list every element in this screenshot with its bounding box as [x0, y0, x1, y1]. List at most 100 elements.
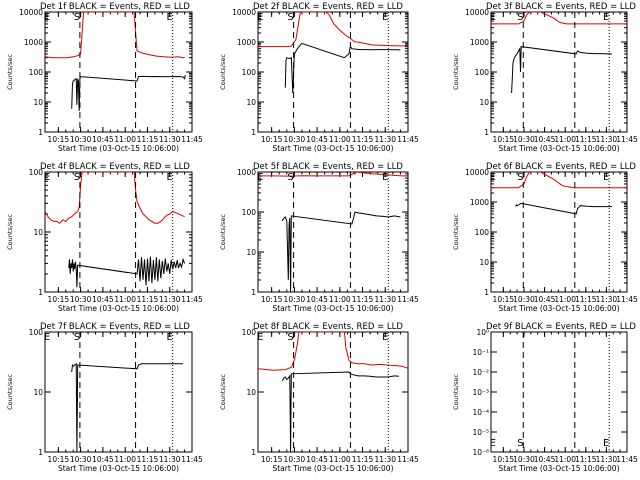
x-axis-label: Start Time (03-Oct-15 10:06:00) — [498, 464, 619, 473]
events-series-line — [281, 211, 401, 292]
x-tick-label: 10:45 — [306, 455, 328, 464]
x-tick-label: 10:45 — [534, 295, 556, 304]
chart-panel-6: Det 6f BLACK = Events, RED = LLD 1 10 100 10… — [452, 162, 638, 313]
chart-panel-2: Det 2f BLACK = Events, RED = LLD 1 10 100 10… — [219, 2, 419, 153]
events-series-line — [71, 74, 186, 112]
x-tick-label: 10:15 — [261, 295, 283, 304]
E-marker-label: E — [167, 172, 173, 183]
y-tick-label: 10 — [33, 228, 43, 237]
x-tick-label: 11:00 — [554, 455, 576, 464]
y-tick-label: 10 — [33, 98, 43, 107]
x-axis-label: Start Time (03-Oct-15 10:06:00) — [58, 144, 179, 153]
plot-frame — [44, 331, 193, 453]
lld-series-line — [45, 12, 185, 59]
chart-panel-9: Det 9f BLACK = Events, RED = LLD 10⁻⁶ 10⁻⁵… — [452, 322, 638, 473]
y-tick-label: 10000 — [19, 8, 43, 17]
x-tick-label: 11:15 — [352, 135, 374, 144]
x-tick-label: 11:15 — [137, 295, 159, 304]
y-axis-label: Counts/sec — [219, 54, 227, 90]
y-tick-label: 100 — [29, 168, 44, 177]
x-tick-label: 10:15 — [48, 295, 70, 304]
E-marker-label: E — [382, 332, 388, 343]
y-tick-label: 1 — [251, 448, 256, 457]
x-tick-label: 10:30 — [70, 135, 92, 144]
x-axis-label: Start Time (03-Oct-15 10:06:00) — [272, 464, 393, 473]
y-axis-label: Counts/sec — [219, 374, 227, 410]
x-tick-label: 11:45 — [397, 295, 419, 304]
events-series-line — [511, 46, 612, 94]
E-marker-label: E — [257, 12, 263, 23]
y-tick-label: 10⁻⁶ — [472, 448, 489, 457]
y-tick-label: 1 — [38, 288, 43, 297]
y-tick-label: 1 — [484, 128, 489, 137]
x-tick-label: 11:15 — [137, 455, 159, 464]
S-marker-label: S — [517, 438, 523, 449]
chart-panel-4: Det 4f BLACK = Events, RED = LLD 1 10 100 10… — [6, 162, 203, 313]
x-tick-label: 11:45 — [616, 135, 638, 144]
x-tick-label: 11:00 — [114, 295, 136, 304]
x-tick-label: 10:15 — [493, 295, 515, 304]
E-marker-label: E — [382, 172, 388, 183]
plot-frame — [490, 11, 628, 133]
x-tick-label: 11:15 — [137, 135, 159, 144]
S-marker-label: S — [517, 172, 523, 183]
x-tick-label: 11:00 — [554, 135, 576, 144]
events-series-line — [71, 362, 184, 452]
y-tick-label: 1 — [38, 128, 43, 137]
y-tick-label: 100 — [29, 328, 44, 337]
chart-title: Det 1f BLACK = Events, RED = LLD — [40, 2, 190, 12]
chart-title: Det 5f BLACK = Events, RED = LLD — [253, 162, 403, 172]
y-tick-label: 100 — [242, 328, 257, 337]
y-tick-label: 1 — [251, 288, 256, 297]
plot-frame — [257, 171, 409, 293]
y-tick-label: 1 — [38, 448, 43, 457]
chart-title: Det 4f BLACK = Events, RED = LLD — [40, 162, 190, 172]
plot-frame — [490, 331, 628, 453]
plot-frame — [44, 171, 193, 293]
x-tick-label: 11:15 — [575, 455, 597, 464]
lld-series-line — [491, 12, 627, 25]
y-axis-label: Counts/sec — [452, 374, 460, 410]
S-marker-label: S — [287, 12, 293, 23]
x-axis-label: Start Time (03-Oct-15 10:06:00) — [498, 144, 619, 153]
x-tick-label: 11:30 — [596, 295, 618, 304]
y-tick-label: 1 — [484, 288, 489, 297]
E-marker-label: E — [603, 172, 609, 183]
y-axis-label: Counts/sec — [6, 54, 14, 90]
y-tick-label: 100 — [29, 68, 44, 77]
x-tick-label: 11:45 — [616, 455, 638, 464]
chart-panel-7: Det 7f BLACK = Events, RED = LLD 1 10 100 10… — [6, 322, 203, 473]
x-tick-label: 11:30 — [596, 135, 618, 144]
x-tick-label: 11:30 — [374, 295, 396, 304]
events-series-line — [68, 256, 186, 288]
x-tick-label: 11:00 — [329, 295, 351, 304]
E-marker-label: E — [257, 172, 263, 183]
y-tick-label: 1000 — [237, 38, 256, 47]
E-marker-label: E — [44, 12, 50, 23]
x-axis-label: Start Time (03-Oct-15 10:06:00) — [498, 304, 619, 313]
chart-panel-8: Det 8f BLACK = Events, RED = LLD 1 10 100 10… — [219, 322, 419, 473]
x-tick-label: 11:15 — [575, 135, 597, 144]
plot-frame — [257, 331, 409, 453]
x-tick-label: 11:45 — [181, 135, 203, 144]
y-tick-label: 10 — [33, 388, 43, 397]
y-axis-label: Counts/sec — [6, 374, 14, 410]
plot-frame — [257, 11, 409, 133]
x-tick-label: 11:30 — [596, 455, 618, 464]
x-tick-label: 11:15 — [352, 455, 374, 464]
chart-title: Det 2f BLACK = Events, RED = LLD — [253, 2, 403, 12]
x-tick-label: 10:45 — [306, 135, 328, 144]
chart-panel-5: Det 5f BLACK = Events, RED = LLD 1 10 100 10… — [219, 162, 419, 313]
x-tick-label: 10:45 — [92, 455, 114, 464]
E-marker-label: E — [603, 438, 609, 449]
y-axis-label: Counts/sec — [219, 214, 227, 250]
lld-series-line — [258, 332, 408, 371]
x-tick-label: 10:30 — [513, 455, 535, 464]
lld-series-line — [45, 172, 185, 224]
y-tick-label: 100 — [475, 228, 490, 237]
x-tick-label: 11:30 — [159, 135, 181, 144]
x-tick-label: 11:45 — [397, 135, 419, 144]
E-marker-label: E — [490, 438, 496, 449]
E-marker-label: E — [44, 332, 50, 343]
